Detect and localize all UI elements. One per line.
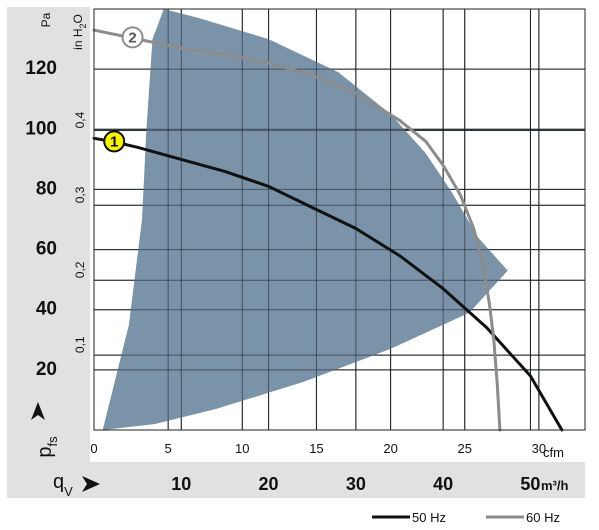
curve-1 [92, 136, 564, 432]
y-axis-symbol-sub: fs [45, 436, 60, 447]
x-axis-band [7, 462, 585, 498]
pa-tick-label: 40 [36, 299, 57, 320]
inh2o-unit-label: in H2O [71, 14, 88, 50]
y-axis-symbol: pfs [34, 436, 60, 458]
inh2o-unit-sub: 2 [78, 23, 88, 28]
legend-label: 50 Hz [412, 510, 446, 525]
m3h-tick-label: 50 [520, 474, 540, 494]
x-axis-symbol-main: q [53, 471, 64, 493]
pa-unit-label: Pa [39, 12, 53, 27]
cfm-tick-label: 0 [90, 441, 97, 456]
inh2o-unit-tail: O [71, 14, 85, 23]
x-axis-arrow-icon [82, 476, 100, 492]
curve-marker-1 [103, 130, 126, 153]
m3h-tick-label: 40 [433, 474, 453, 494]
inh2o-unit-main: in H [71, 29, 85, 50]
cfm-tick-label: 30 [532, 441, 546, 456]
m3h-tick-labels: 10 20 30 40 50 [171, 474, 540, 494]
pa-tick-label: 60 [36, 239, 57, 260]
curve-markers: 12 [103, 26, 144, 153]
cfm-tick-label: 15 [309, 441, 323, 456]
m3h-unit-label: m³/h [541, 478, 569, 493]
curve-marker-2 [121, 26, 144, 49]
inh2o-tick-label: 0,4 [73, 111, 87, 128]
legend: 50 Hz 60 Hz [372, 510, 560, 525]
grid-over-area [94, 9, 585, 430]
operating-area [102, 9, 508, 430]
cfm-tick-label: 10 [235, 441, 249, 456]
cfm-tick-labels: 0 5 10 15 20 25 30 [90, 441, 546, 456]
cfm-unit-label: cfm [543, 445, 564, 460]
m3h-tick-label: 30 [346, 474, 366, 494]
y-axis-symbol-main: p [34, 447, 56, 458]
pa-tick-label: 120 [25, 58, 57, 79]
plot-frame [93, 8, 586, 431]
inh2o-tick-label: 0,2 [73, 261, 87, 278]
y-axis-band [7, 7, 90, 462]
pa-tick-label: 20 [36, 359, 57, 380]
pa-tick-label: 80 [36, 178, 57, 199]
pa-tick-labels: 20 40 60 80 100 120 [25, 58, 57, 380]
cfm-tick-label: 25 [457, 441, 471, 456]
inh2o-tick-label: 0,1 [73, 336, 87, 353]
y-axis-arrow-icon [31, 402, 45, 420]
cfm-tick-label: 5 [165, 441, 172, 456]
inh2o-tick-labels: 0,1 0,2 0,3 0,4 [73, 111, 87, 353]
curves [92, 28, 564, 432]
x-axis-symbol-sub: V [64, 484, 73, 499]
legend-label: 60 Hz [526, 510, 560, 525]
curve-marker-label: 2 [128, 29, 136, 46]
curve-2 [92, 28, 502, 432]
curve-marker-label: 1 [110, 133, 118, 150]
x-axis-symbol: qV [53, 471, 73, 499]
inh2o-tick-label: 0,3 [73, 186, 87, 203]
m3h-tick-label: 20 [259, 474, 279, 494]
cfm-tick-label: 20 [383, 441, 397, 456]
m3h-tick-label: 10 [171, 474, 191, 494]
pa-tick-label: 100 [25, 118, 57, 139]
